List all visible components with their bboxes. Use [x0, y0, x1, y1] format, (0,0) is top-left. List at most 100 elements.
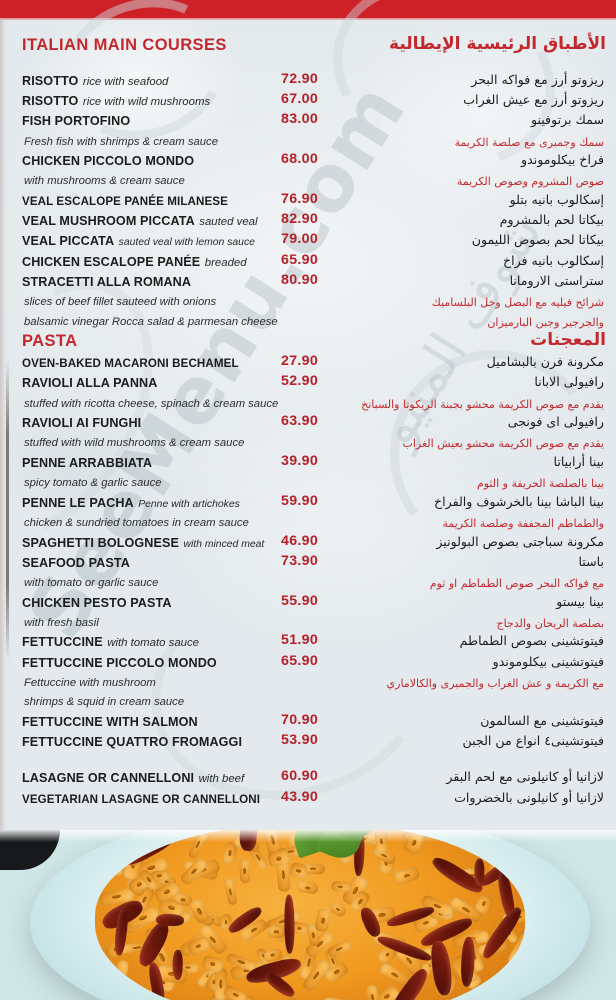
menu-item-title: RAVIOLI ALLA PANNA [22, 376, 158, 391]
menu-item-description: chicken & sundried tomatoes in cream sau… [24, 517, 249, 529]
sundried-tomato-piece [284, 894, 295, 954]
menu-item-title: FISH PORTOFINO [22, 114, 131, 129]
menu-item-name: RAVIOLI ALLA PANNA [22, 374, 272, 392]
menu-item-description: with tomato sauce [107, 637, 200, 650]
sundried-tomato-piece [473, 858, 485, 887]
pasta-piece [267, 925, 286, 939]
menu-item-arabic: مع فواكه البحر صوص الطماطم او ثوم [429, 577, 604, 590]
pasta-piece [364, 984, 381, 1000]
menu-item-arabic: بيكاتا لحم بصوص الليمون [471, 232, 604, 248]
menu-item-name: PENNE ARRABBIATA [22, 454, 272, 472]
menu-item-arabic: والطماطم المجففة وصلصة الكريمة [442, 517, 604, 530]
menu-item-name: CHICKEN PESTO PASTA [22, 594, 272, 612]
pasta-piece [330, 880, 351, 892]
menu-item-arabic: صوص المشروم وصوص الكريمة [456, 175, 604, 189]
menu-item-arabic: ريزوتو أرز مع عيش الغراب [463, 92, 604, 108]
menu-item-arabic: والجرجير وجبن البارميزان [487, 315, 604, 329]
pasta-piece [314, 908, 332, 932]
menu-item-name: SPAGHETTI BOLOGNESE with minced meat [22, 534, 272, 552]
menu-item-price: 65.90 [281, 652, 319, 669]
menu-item-price: 65.90 [281, 251, 319, 268]
menu-item-name: OVEN-BAKED MACARONI BECHAMEL [22, 354, 272, 372]
sundried-tomato-piece [429, 939, 454, 997]
menu-item-arabic: بينا الباشا بينا بالخرشوف والفراخ [434, 493, 604, 509]
section-title-arabic-pasta: المعجنات [530, 330, 606, 351]
menu-item-description: sauted veal [199, 216, 258, 229]
pasta-piece [393, 866, 420, 886]
menu-item-price: 80.90 [281, 271, 319, 288]
food-photo [0, 830, 616, 1000]
menu-item-name: RISOTTO rice with seafood [22, 72, 272, 90]
menu-item-arabic: مع الكريمة و عش الغراب والجمبرى والكالام… [386, 676, 604, 690]
menu-item-title: VEAL PICCATA [22, 234, 115, 249]
menu-item-description: slices of beef fillet sauteed with onion… [24, 296, 217, 308]
menu-item-price: 46.90 [281, 532, 319, 549]
menu-item-name: VEAL PICCATA sauted veal with lemon sauc… [22, 232, 272, 250]
menu-item-name: CHICKEN ESCALOPE PANÉE breaded [22, 253, 272, 271]
menu-item-title: VEAL ESCALOPE PANÉE MILANESE [22, 195, 228, 208]
menu-item-price: 67.00 [281, 91, 319, 108]
menu-item-price: 73.90 [281, 552, 319, 569]
menu-item-price: 72.90 [281, 71, 319, 87]
menu-item-title: SEAFOOD PASTA [22, 555, 130, 570]
menu-item-arabic: فيتوتشينى بيكلوموندو [492, 653, 604, 669]
menu-item-description: with fresh basil [24, 616, 99, 629]
menu-item-price: 82.90 [281, 211, 319, 228]
menu-item-title: FETTUCCINE QUATTRO FROMAGGI [22, 735, 243, 750]
menu-item-arabic: فراخ بيكلوموندو [521, 152, 604, 168]
menu-item-arabic: بينا أرابياتا [553, 454, 604, 469]
menu-item-price: 59.90 [281, 492, 319, 509]
pasta-piece [239, 859, 250, 884]
menu-item-title: CHICKEN PESTO PASTA [22, 595, 172, 610]
menu-item-arabic: سمك وجمبرى مع صلصة الكريمة [454, 135, 604, 149]
menu-item-price: 43.90 [281, 788, 319, 805]
menu-item-arabic: رافيولى اى فونجى [507, 414, 604, 430]
menu-item-arabic: بينا بيستو [556, 593, 604, 609]
menu-item-arabic: باستا [578, 553, 604, 569]
menu-item-description: with mushrooms & cream sauce [24, 175, 185, 188]
menu-item-arabic: لازانيا أو كانيلونى مع لحم البقر [446, 769, 604, 785]
menu-item-description: with beef [198, 773, 245, 786]
menu-item-arabic: إسكالوب بانيه فراخ [502, 252, 604, 268]
menu-item-description: rice with seafood [82, 76, 169, 88]
menu-item-price: 76.90 [281, 191, 319, 207]
menu-item-name: VEGETARIAN LASAGNE OR CANNELLONI [22, 790, 272, 808]
top-red-bar [0, 0, 616, 18]
menu-item-title: SPAGHETTI BOLOGNESE [22, 535, 180, 550]
menu-item-description: Fettuccine with mushroom [24, 676, 156, 689]
menu-item-arabic: فيتوتشينى مع السالمون [480, 713, 604, 728]
pasta-piece [223, 877, 238, 907]
section-title-italian-main-courses: ITALIAN MAIN COURSES [22, 36, 227, 54]
menu-item-name: PENNE LE PACHA Penne with artichokes [22, 494, 272, 512]
menu-item-name: FETTUCCINE PICCOLO MONDO [22, 654, 272, 672]
pasta-piece [327, 900, 348, 919]
menu-item-name: LASAGNE OR CANNELLONI with beef [22, 769, 272, 787]
menu-item-price: 53.90 [281, 732, 319, 749]
menu-item-price: 79.00 [281, 231, 319, 248]
sundried-tomato-piece [171, 949, 183, 980]
menu-item-title: FETTUCCINE PICCOLO MONDO [22, 655, 217, 670]
menu-content: ITALIAN MAIN COURSES الأطباق الرئيسية الإ… [0, 20, 616, 830]
menu-item-arabic: بينا بالصلصة الحريفة و الثوم [476, 477, 604, 491]
menu-item-arabic: يقدم مع صوص الكريمة محشو بعيش الغراب [402, 437, 604, 451]
menu-item-name: FETTUCCINE QUATTRO FROMAGGI [22, 733, 272, 751]
menu-item-title: RISOTTO [22, 94, 79, 109]
menu-item-title: FETTUCCINE WITH SALMON [22, 715, 198, 729]
menu-item-name: CHICKEN PICCOLO MONDO [22, 152, 272, 170]
menu-item-description: breaded [204, 256, 247, 269]
menu-item-arabic: مكرونة فرن بالبشاميل [486, 354, 604, 370]
menu-item-description: Fresh fish with shrimps & cream sauce [24, 135, 218, 148]
menu-item-name: RAVIOLI AI FUNGHI [22, 414, 272, 432]
menu-item-price: 60.90 [281, 768, 319, 785]
menu-item-description: with minced meat [183, 538, 265, 550]
menu-item-arabic: سمك برتوفينو [530, 112, 604, 128]
menu-item-description: stuffed with ricotta cheese, spinach & c… [24, 397, 279, 410]
menu-item-price: 63.90 [281, 413, 319, 430]
pasta-piece [288, 862, 309, 880]
menu-item-description: shrimps & squid in cream sauce [24, 696, 185, 709]
menu-item-price: 52.90 [281, 373, 319, 390]
menu-item-arabic: رافيولى الابانا [534, 374, 604, 390]
menu-item-arabic: بصلصة الريحان والدجاج [496, 616, 605, 630]
page-spine-shadow [6, 360, 9, 660]
